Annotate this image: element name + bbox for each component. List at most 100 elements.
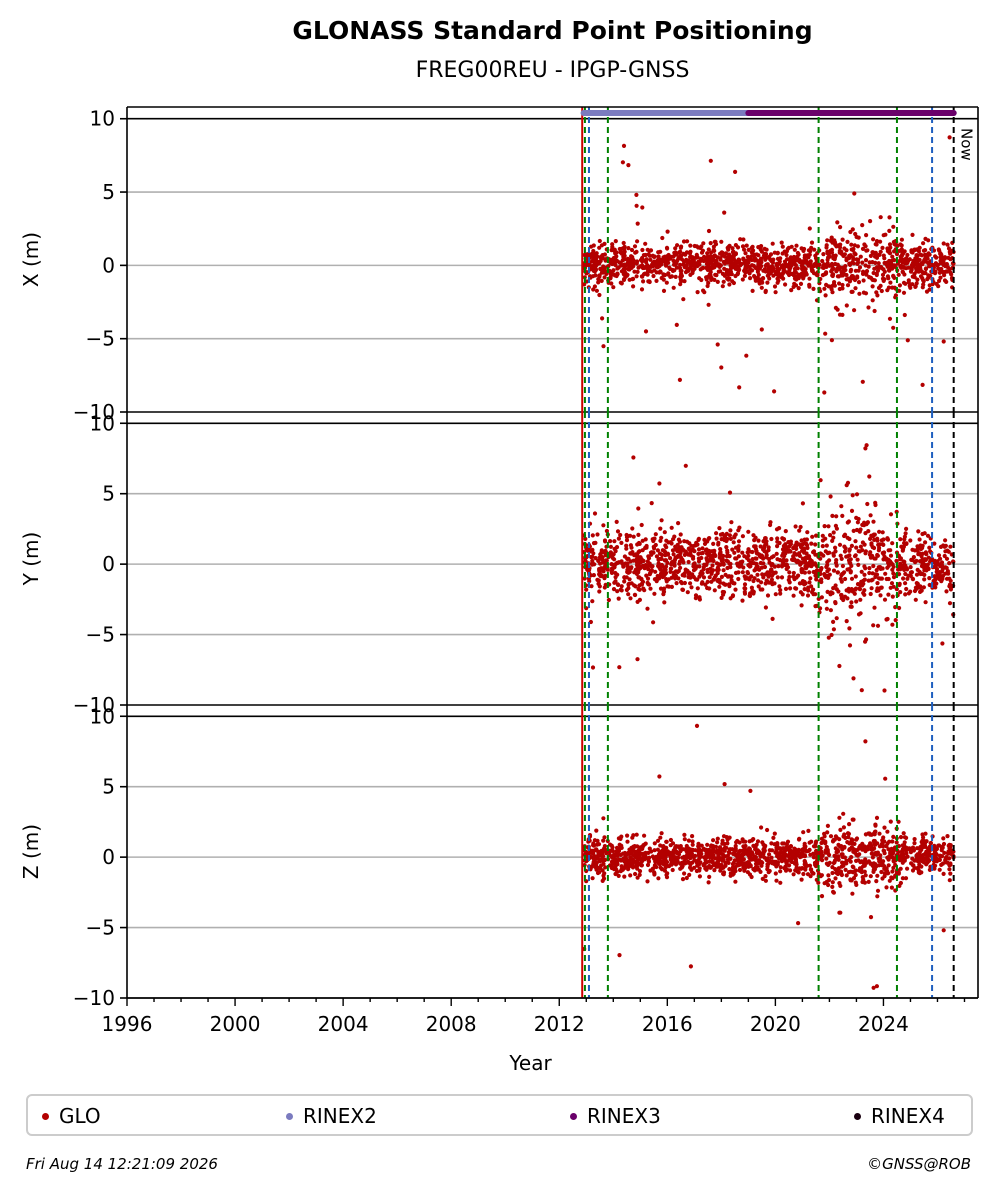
data-point bbox=[871, 985, 876, 990]
data-point bbox=[811, 855, 816, 860]
data-point bbox=[635, 657, 640, 662]
data-point bbox=[903, 855, 908, 861]
data-point bbox=[839, 573, 844, 578]
data-point bbox=[787, 855, 792, 861]
data-point bbox=[720, 589, 725, 595]
data-point bbox=[829, 338, 835, 343]
data-point bbox=[882, 260, 887, 266]
data-point bbox=[741, 565, 746, 570]
data-point bbox=[830, 538, 835, 544]
data-point bbox=[823, 293, 828, 298]
data-point bbox=[688, 964, 694, 969]
data-point bbox=[592, 855, 597, 860]
data-point bbox=[632, 244, 638, 249]
data-point bbox=[772, 250, 777, 255]
data-point bbox=[783, 529, 788, 534]
data-point bbox=[800, 854, 805, 859]
data-point bbox=[830, 513, 835, 519]
data-point bbox=[831, 627, 837, 632]
data-point bbox=[767, 852, 772, 857]
data-point bbox=[843, 546, 848, 551]
data-point bbox=[664, 875, 670, 880]
data-point bbox=[686, 838, 692, 843]
data-point bbox=[661, 272, 666, 277]
data-point bbox=[819, 595, 825, 600]
data-point bbox=[686, 575, 691, 580]
data-point bbox=[706, 536, 711, 542]
data-point bbox=[774, 849, 779, 854]
data-point bbox=[941, 871, 946, 877]
data-point bbox=[700, 580, 705, 585]
data-point bbox=[828, 608, 834, 613]
data-point bbox=[903, 581, 908, 586]
data-point bbox=[662, 573, 667, 578]
data-point bbox=[611, 285, 616, 290]
data-point bbox=[884, 885, 889, 890]
data-point bbox=[687, 251, 693, 256]
data-point bbox=[670, 548, 676, 553]
data-point bbox=[664, 564, 669, 569]
data-point bbox=[805, 253, 810, 258]
data-point bbox=[778, 880, 783, 885]
data-point bbox=[601, 873, 606, 878]
data-point bbox=[880, 530, 885, 535]
data-point bbox=[905, 846, 911, 851]
data-point bbox=[941, 339, 946, 344]
y-tick-label: −5 bbox=[86, 623, 115, 647]
data-point bbox=[765, 280, 770, 285]
data-point bbox=[646, 567, 651, 572]
data-point bbox=[863, 857, 868, 862]
data-point bbox=[646, 850, 651, 856]
data-point bbox=[655, 258, 660, 263]
data-point bbox=[873, 556, 878, 561]
data-point bbox=[626, 246, 631, 251]
data-point bbox=[625, 839, 630, 844]
data-point bbox=[837, 910, 842, 915]
data-point bbox=[636, 540, 642, 546]
data-point bbox=[865, 248, 870, 253]
data-point bbox=[887, 228, 892, 233]
data-point bbox=[948, 251, 953, 256]
data-point bbox=[762, 246, 767, 251]
data-point bbox=[598, 266, 603, 271]
data-point bbox=[889, 263, 894, 268]
data-point bbox=[612, 580, 617, 585]
data-point bbox=[781, 270, 786, 276]
data-point bbox=[608, 544, 614, 549]
data-point bbox=[775, 262, 780, 267]
data-point bbox=[937, 278, 942, 283]
data-point bbox=[665, 560, 670, 566]
data-point bbox=[639, 522, 644, 528]
data-point bbox=[838, 827, 843, 833]
data-point bbox=[640, 844, 645, 849]
data-point bbox=[903, 592, 908, 597]
data-point bbox=[947, 856, 952, 861]
data-point bbox=[827, 263, 832, 268]
data-point bbox=[810, 268, 815, 273]
data-point bbox=[749, 585, 755, 590]
data-point bbox=[627, 277, 632, 282]
data-point bbox=[808, 852, 813, 857]
y-tick-label: 5 bbox=[102, 180, 115, 204]
data-point bbox=[658, 586, 664, 591]
data-point bbox=[675, 243, 680, 248]
data-point bbox=[647, 253, 652, 258]
data-point bbox=[681, 854, 687, 860]
data-point bbox=[743, 839, 748, 844]
data-point bbox=[921, 279, 926, 284]
data-point bbox=[807, 276, 812, 281]
data-point bbox=[763, 874, 768, 879]
data-point bbox=[909, 267, 914, 272]
data-point bbox=[927, 576, 932, 581]
data-point bbox=[716, 540, 721, 545]
data-point bbox=[819, 840, 824, 846]
data-point bbox=[751, 578, 756, 584]
data-point bbox=[851, 257, 856, 262]
data-point bbox=[802, 255, 807, 260]
data-point bbox=[634, 864, 639, 869]
data-point bbox=[681, 239, 687, 244]
data-point bbox=[747, 848, 752, 853]
data-point bbox=[708, 566, 713, 571]
data-point bbox=[736, 539, 742, 544]
data-point bbox=[655, 548, 661, 553]
